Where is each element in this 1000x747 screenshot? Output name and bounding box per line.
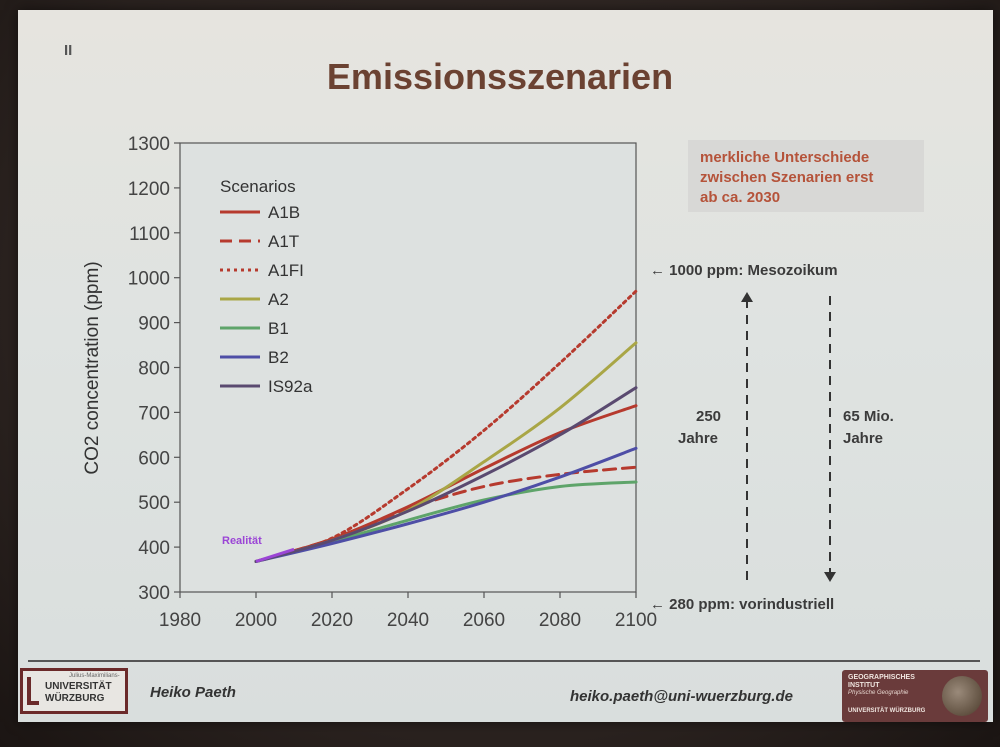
- annotation-250-unit: Jahre: [678, 430, 719, 447]
- note-line-1: merkliche Unterschiede: [700, 149, 870, 166]
- x-tick-label: 2020: [311, 610, 353, 631]
- university-logo-mark: [27, 677, 39, 705]
- legend-label: A1B: [268, 203, 300, 222]
- x-tick-label: 1980: [159, 610, 201, 631]
- university-logo-line2: WÜRZBURG: [45, 693, 105, 704]
- institute-logo-line4: UNIVERSITÄT WÜRZBURG: [848, 708, 926, 714]
- y-tick-label: 1300: [128, 134, 170, 155]
- globe-icon: [942, 676, 982, 716]
- series-lines: [254, 289, 638, 563]
- y-tick-label: 500: [138, 493, 170, 514]
- y-tick-label: 400: [138, 538, 170, 559]
- university-logo-small: Julius-Maximilians-: [69, 673, 120, 679]
- y-tick-label: 1200: [128, 179, 170, 200]
- x-tick-label: 2040: [387, 610, 429, 631]
- institute-logo: GEOGRAPHISCHES INSTITUT Physische Geogra…: [842, 670, 988, 722]
- legend: A1B A1T A1FI A2 B1 B2 IS92a: [220, 203, 313, 396]
- series-line-b2: [254, 446, 638, 563]
- x-tick-label: 2000: [235, 610, 277, 631]
- note-box: merkliche Unterschiede zwischen Szenarie…: [688, 140, 924, 212]
- series-line-a1fi: [254, 289, 638, 563]
- y-tick-label: 300: [138, 583, 170, 604]
- slide-number: II: [64, 42, 73, 59]
- y-tick-label: 800: [138, 359, 170, 380]
- note-line-2: zwischen Szenarien erst: [700, 169, 874, 186]
- legend-label: A1T: [268, 232, 299, 251]
- annotation-250: 250: [696, 408, 722, 425]
- right-arrow-head: [824, 572, 836, 582]
- footer-divider: [28, 660, 980, 662]
- institute-logo-line2: INSTITUT: [848, 682, 880, 689]
- series-line-is92a: [254, 386, 638, 563]
- institute-logo-line1: GEOGRAPHISCHES: [848, 674, 915, 681]
- y-tick-label: 1000: [128, 269, 170, 290]
- x-tick-label: 2100: [615, 610, 657, 631]
- note-line-3: ab ca. 2030: [700, 189, 781, 206]
- annotation-280ppm: ← 280 ppm: vorindustriell: [650, 596, 835, 613]
- institute-logo-line3: Physische Geographie: [848, 690, 909, 696]
- y-tick-label: 600: [138, 448, 170, 469]
- x-tick-label: 2080: [539, 610, 581, 631]
- author-email: heiko.paeth@uni-wuerzburg.de: [570, 688, 793, 705]
- left-arrow-head: [741, 292, 753, 302]
- x-axis: 1980 2000 2020 2040 2060 2080 2100: [159, 592, 657, 631]
- legend-title: Scenarios: [220, 177, 296, 196]
- reality-label: Realität: [222, 535, 262, 547]
- annotation-65mio: 65 Mio.: [843, 408, 894, 425]
- x-tick-label: 2060: [463, 610, 505, 631]
- legend-label: A2: [268, 290, 289, 309]
- reality-line: [255, 547, 295, 563]
- annotation-65mio-unit: Jahre: [843, 430, 884, 447]
- y-tick-label: 900: [138, 314, 170, 335]
- y-axis-label: CO2 concentration (ppm): [82, 261, 103, 474]
- annotation-1000ppm: ← 1000 ppm: Mesozoikum: [650, 262, 838, 279]
- university-logo-line1: UNIVERSITÄT: [45, 681, 112, 692]
- author-name: Heiko Paeth: [150, 684, 236, 701]
- y-tick-label: 1100: [129, 224, 170, 245]
- university-logo: Julius-Maximilians- UNIVERSITÄT WÜRZBURG: [20, 668, 128, 714]
- legend-label: B2: [268, 348, 289, 367]
- slide-title: Emissionsszenarien: [326, 56, 674, 97]
- y-axis: 300 400 500 600 700 800 900 1000 1100 1200 1300: [128, 134, 180, 604]
- legend-label: IS92a: [268, 377, 313, 396]
- y-tick-label: 700: [138, 403, 170, 424]
- legend-label: B1: [268, 319, 289, 338]
- legend-label: A1FI: [268, 261, 304, 280]
